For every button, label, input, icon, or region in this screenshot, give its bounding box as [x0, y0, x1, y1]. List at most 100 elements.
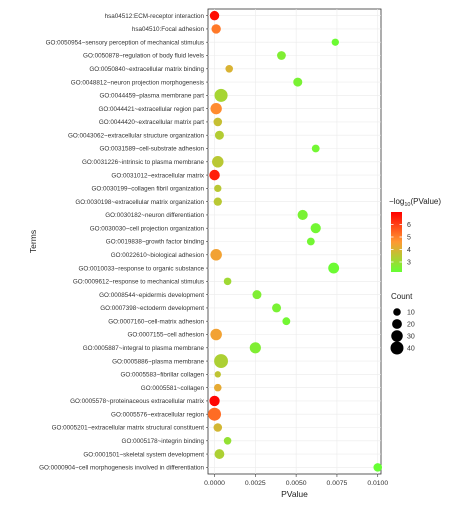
term-label: GO:0050878~regulation of body fluid leve…	[83, 53, 204, 60]
size-legend-label: 30	[407, 334, 415, 341]
term-label: GO:0031589~cell-substrate adhesion	[100, 146, 205, 153]
data-point	[214, 130, 224, 140]
x-axis-title: PValue	[281, 489, 308, 499]
term-label: GO:0007398~ectoderm development	[100, 305, 204, 312]
grid-lines	[208, 9, 381, 474]
data-point	[208, 407, 222, 421]
colorbar-tick-label: 4	[407, 247, 411, 254]
data-point	[210, 102, 222, 115]
data-point	[293, 77, 303, 87]
data-point	[223, 277, 232, 286]
size-legend-items: 10 20 30 40	[390, 308, 415, 355]
data-point	[214, 383, 222, 392]
size-legend-label: 10	[407, 310, 415, 317]
color-legend-title: −log10(PValue)	[389, 197, 441, 208]
term-label: GO:0007155~cell adhesion	[128, 332, 205, 339]
size-legend-title: Count	[391, 292, 413, 301]
data-point	[225, 64, 234, 73]
x-axis-ticks: 0.0000 0.0025 0.0050 0.0075 0.0100	[204, 474, 388, 487]
data-point	[297, 209, 308, 221]
data-point	[282, 317, 291, 326]
x-tick-label: 0.0100	[367, 480, 388, 487]
term-label: GO:0022610~biological adhesion	[111, 252, 205, 259]
colorbar-ticks: 3 4 5 6	[391, 222, 411, 266]
data-point	[213, 117, 223, 127]
data-point	[209, 10, 220, 21]
data-point	[214, 354, 228, 368]
term-label: GO:0030198~extracellular matrix organiza…	[75, 199, 204, 206]
term-label: GO:0050840~extracellular matrix binding	[89, 66, 204, 73]
term-label: GO:0005201~extracellular matrix structur…	[52, 425, 205, 432]
term-label: GO:0030182~neuron differentiation	[105, 212, 204, 219]
colorbar	[391, 212, 402, 272]
term-label: GO:0005887~integral to plasma membrane	[83, 345, 205, 352]
term-label: GO:0005576~extracellular region	[111, 411, 204, 418]
size-legend-circle	[391, 330, 403, 342]
term-label: GO:0031012~extracellular matrix	[111, 172, 204, 179]
data-point	[214, 371, 221, 378]
size-legend-circle	[393, 308, 401, 316]
data-point	[277, 51, 286, 60]
data-point	[310, 223, 321, 234]
term-label: GO:0050954~sensory perception of mechani…	[46, 39, 204, 46]
term-label: GO:0044459~plasma membrane part	[100, 93, 205, 100]
data-point	[249, 342, 261, 354]
colorbar-tick-label: 6	[407, 222, 411, 229]
data-point	[214, 449, 225, 459]
term-label: GO:0007160~cell-matrix adhesion	[108, 318, 204, 325]
term-label: GO:0005578~proteinaceous extracellular m…	[70, 398, 205, 405]
data-point	[306, 237, 315, 246]
size-legend-circle	[392, 319, 402, 329]
term-label: GO:0009612~response to mechanical stimul…	[73, 279, 204, 286]
y-axis-title: Terms	[28, 230, 38, 253]
colorbar-tick-label: 3	[407, 259, 411, 266]
size-legend-label: 20	[407, 322, 415, 329]
data-point	[212, 156, 224, 168]
term-label: hsa04512:ECM-receptor interaction	[105, 13, 205, 20]
data-point	[210, 249, 222, 261]
data-point	[252, 290, 262, 300]
term-labels: hsa04512:ECM-receptor interaction hsa0451…	[39, 13, 208, 472]
size-legend-label: 40	[407, 346, 415, 353]
term-label: GO:0044421~extracellular region part	[98, 106, 204, 113]
data-point	[223, 436, 232, 445]
term-label: GO:0044420~extracellular matrix part	[99, 119, 204, 126]
data-point	[213, 197, 222, 206]
term-label: GO:0005581~collagen	[141, 385, 205, 392]
data-point	[272, 303, 282, 313]
term-label: GO:0005583~fibrillar collagen	[121, 372, 205, 379]
term-label: GO:0043062~extracellular structure organ…	[68, 132, 204, 139]
data-points	[208, 10, 383, 472]
term-label: GO:0000904~cell morphogenesis involved i…	[39, 465, 204, 472]
x-tick-label: 0.0025	[245, 480, 266, 487]
size-legend-circle	[390, 341, 404, 355]
term-label: GO:0005178~integrin binding	[122, 438, 205, 445]
term-label: hsa04510:Focal adhesion	[132, 26, 205, 33]
x-tick-label: 0.0075	[327, 480, 348, 487]
data-point	[209, 169, 220, 181]
data-point	[311, 144, 320, 153]
x-tick-label: 0.0000	[204, 480, 225, 487]
term-label: GO:0048812~neuron projection morphogenes…	[71, 79, 204, 86]
data-point	[209, 395, 220, 407]
data-point	[214, 184, 222, 193]
term-label: GO:0001501~skeletal system development	[83, 451, 204, 458]
term-label: GO:0031226~intrinsic to plasma membrane	[82, 159, 204, 166]
data-point	[211, 24, 221, 34]
term-label: GO:0030030~cell projection organization	[90, 225, 205, 232]
term-label: GO:0010033~response to organic substance	[79, 265, 205, 272]
term-label: GO:0005886~plasma membrane	[112, 358, 204, 365]
data-point	[214, 88, 228, 102]
term-label: GO:0019838~growth factor binding	[106, 239, 205, 246]
colorbar-tick-label: 5	[407, 234, 411, 241]
data-point	[331, 38, 339, 46]
x-tick-label: 0.0050	[286, 480, 307, 487]
color-legend: −log10(PValue) 3 4 5 6	[389, 197, 441, 272]
size-legend: Count 10 20 30 40	[390, 292, 415, 355]
data-point	[328, 262, 340, 274]
data-point	[210, 328, 222, 341]
data-point	[373, 463, 383, 472]
data-point	[213, 423, 223, 432]
term-label: GO:0008544~epidermis development	[99, 292, 204, 299]
